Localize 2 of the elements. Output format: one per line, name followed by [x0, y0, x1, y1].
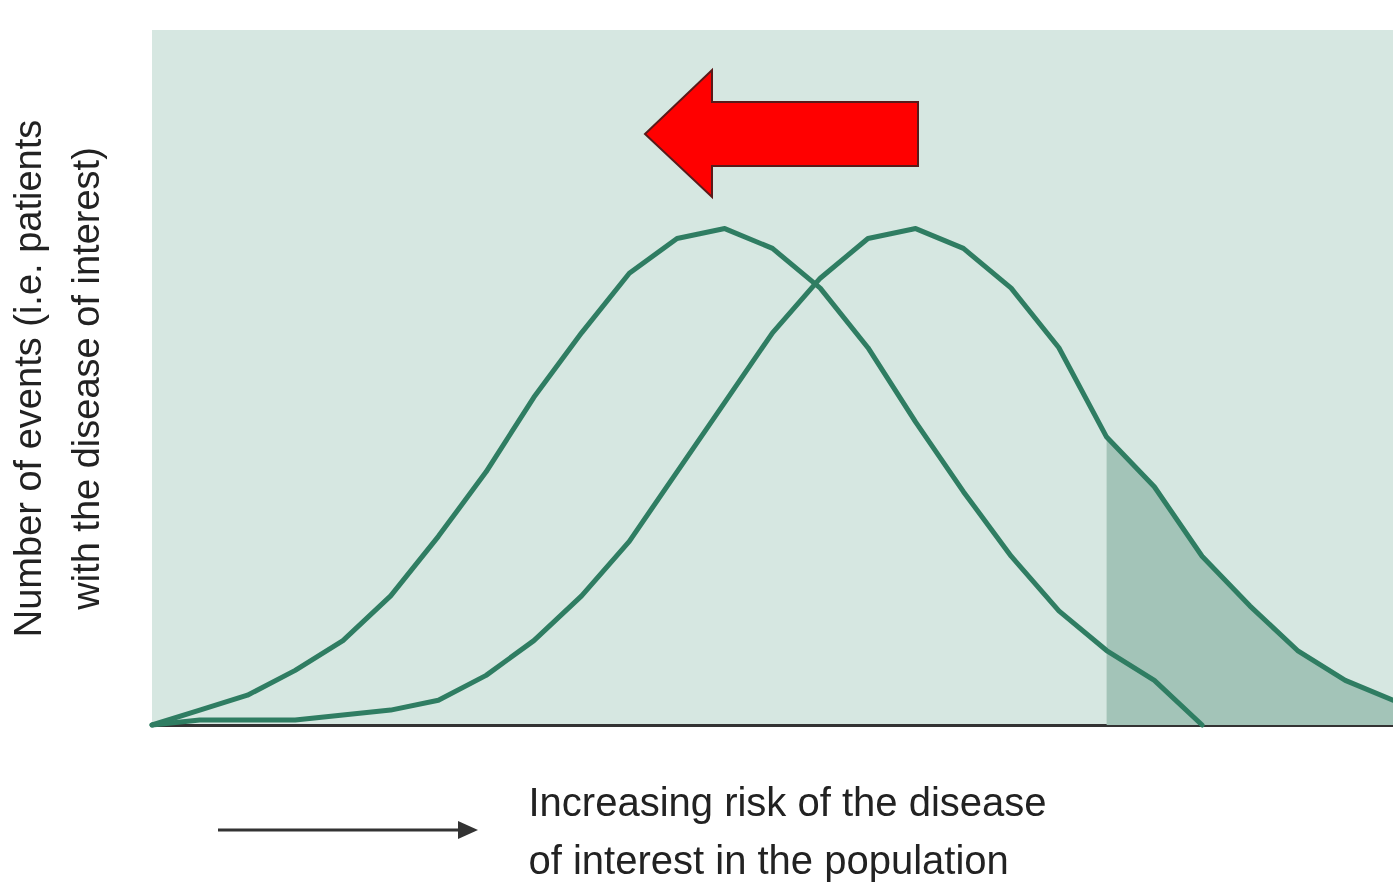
- x-axis-title: Increasing risk of the disease of interest in the population: [528, 779, 1047, 882]
- y-axis-title: Number of events (i.e. patients with the disease of interest): [6, 119, 107, 638]
